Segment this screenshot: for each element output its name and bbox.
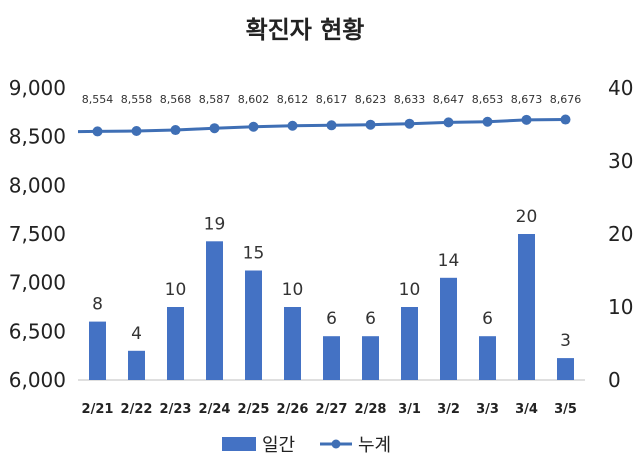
x-tick-label: 2/27 (316, 402, 348, 417)
daily-bar-value-label: 3 (560, 331, 571, 351)
x-tick-label: 3/5 (554, 402, 577, 417)
bar-labels: 8 4 10 19 15 10 6 6 10 14 6 20 3 (92, 207, 571, 351)
daily-bar (128, 350, 145, 380)
cumulative-point (404, 118, 415, 129)
legend-bar-label: 일간 (262, 435, 295, 456)
legend-bar-swatch (222, 437, 256, 451)
legend: 일간 누계 (222, 435, 391, 456)
daily-bar-value-label: 14 (438, 251, 460, 271)
x-tick-label: 2/24 (199, 402, 231, 417)
x-tick-label: 3/1 (398, 402, 421, 417)
cumulative-point (326, 120, 337, 131)
daily-bar-value-label: 6 (326, 309, 337, 329)
x-tick-label: 3/2 (437, 402, 460, 417)
daily-bar (362, 336, 379, 380)
cumulative-point (92, 126, 103, 137)
x-tick-label: 2/23 (160, 402, 192, 417)
legend-line-marker (331, 439, 341, 449)
y-left-tick-label: 6,000 (9, 368, 66, 392)
daily-bar-value-label: 10 (165, 280, 187, 300)
cumulative-point (287, 120, 298, 131)
daily-bar-value-label: 15 (243, 244, 265, 264)
legend-line-label: 누계 (358, 435, 391, 456)
daily-bar-value-label: 8 (92, 295, 103, 315)
daily-bar-value-label: 6 (482, 309, 493, 329)
cumulative-point (170, 125, 181, 136)
cumulative-value-label: 8,558 (121, 93, 153, 106)
cumulative-point (560, 114, 571, 125)
x-tick-label: 2/22 (121, 402, 153, 417)
y-left-tick-label: 8,000 (9, 173, 66, 197)
line-labels: 8,554 8,558 8,568 8,587 8,602 8,612 8,617 8,623… (82, 93, 582, 106)
daily-bar-value-label: 10 (399, 280, 421, 300)
cumulative-value-label: 8,612 (277, 93, 309, 106)
y-right-tick-label: 10 (608, 295, 633, 319)
daily-bar (245, 270, 262, 380)
daily-bar-value-label: 20 (516, 207, 538, 227)
cumulative-value-label: 8,617 (316, 93, 348, 106)
axes: 6,000 6,500 7,000 7,500 8,000 8,500 9,000 0 10 20… (9, 76, 634, 417)
daily-bar-value-label: 4 (131, 324, 142, 344)
daily-bar (557, 358, 574, 380)
y-left-tick-label: 9,000 (9, 76, 66, 100)
x-tick-label: 3/4 (515, 402, 538, 417)
cumulative-point (131, 126, 142, 137)
y-right-tick-label: 20 (608, 222, 633, 246)
y-right-tick-label: 0 (608, 368, 621, 392)
y-left-tick-label: 6,500 (9, 319, 66, 343)
cumulative-point (209, 123, 220, 134)
x-tick-label: 2/25 (238, 402, 270, 417)
daily-bar (479, 336, 496, 380)
cumulative-point (365, 119, 376, 130)
y-left-tick-label: 7,500 (9, 222, 66, 246)
cumulative-value-label: 8,623 (355, 93, 387, 106)
cumulative-value-label: 8,568 (160, 93, 192, 106)
x-tick-label: 2/26 (277, 402, 309, 417)
cumulative-point (248, 121, 259, 132)
x-tick-label: 3/3 (476, 402, 499, 417)
cumulative-value-label: 8,633 (394, 93, 426, 106)
daily-bar (206, 241, 223, 380)
cumulative-point (521, 114, 532, 125)
daily-bar-value-label: 6 (365, 309, 376, 329)
y-left-tick-label: 7,000 (9, 271, 66, 295)
daily-bar (518, 234, 535, 380)
cumulative-value-label: 8,554 (82, 93, 114, 106)
chart-title: 확진자 현황 (246, 16, 365, 44)
cumulative-value-label: 8,676 (550, 93, 582, 106)
daily-bar (323, 336, 340, 380)
y-right-tick-label: 40 (608, 76, 633, 100)
daily-bar (440, 277, 457, 380)
cumulative-value-label: 8,602 (238, 93, 270, 106)
cumulative-value-label: 8,647 (433, 93, 465, 106)
daily-bar (167, 307, 184, 380)
y-right-tick-label: 30 (608, 149, 633, 173)
x-tick-label: 2/21 (82, 402, 114, 417)
daily-bar (284, 307, 301, 380)
cumulative-value-label: 8,587 (199, 93, 231, 106)
cumulative-point (443, 117, 454, 128)
cumulative-line-path (77, 118, 566, 134)
daily-bar (89, 321, 106, 380)
cumulative-line (77, 114, 571, 137)
daily-bar (401, 307, 418, 380)
bars (89, 234, 574, 380)
cumulative-value-label: 8,673 (511, 93, 543, 106)
y-left-tick-label: 8,500 (9, 125, 66, 149)
x-tick-label: 2/28 (355, 402, 387, 417)
cumulative-value-label: 8,653 (472, 93, 504, 106)
cumulative-point (482, 116, 493, 127)
daily-bar-value-label: 19 (204, 214, 226, 234)
daily-bar-value-label: 10 (282, 280, 304, 300)
